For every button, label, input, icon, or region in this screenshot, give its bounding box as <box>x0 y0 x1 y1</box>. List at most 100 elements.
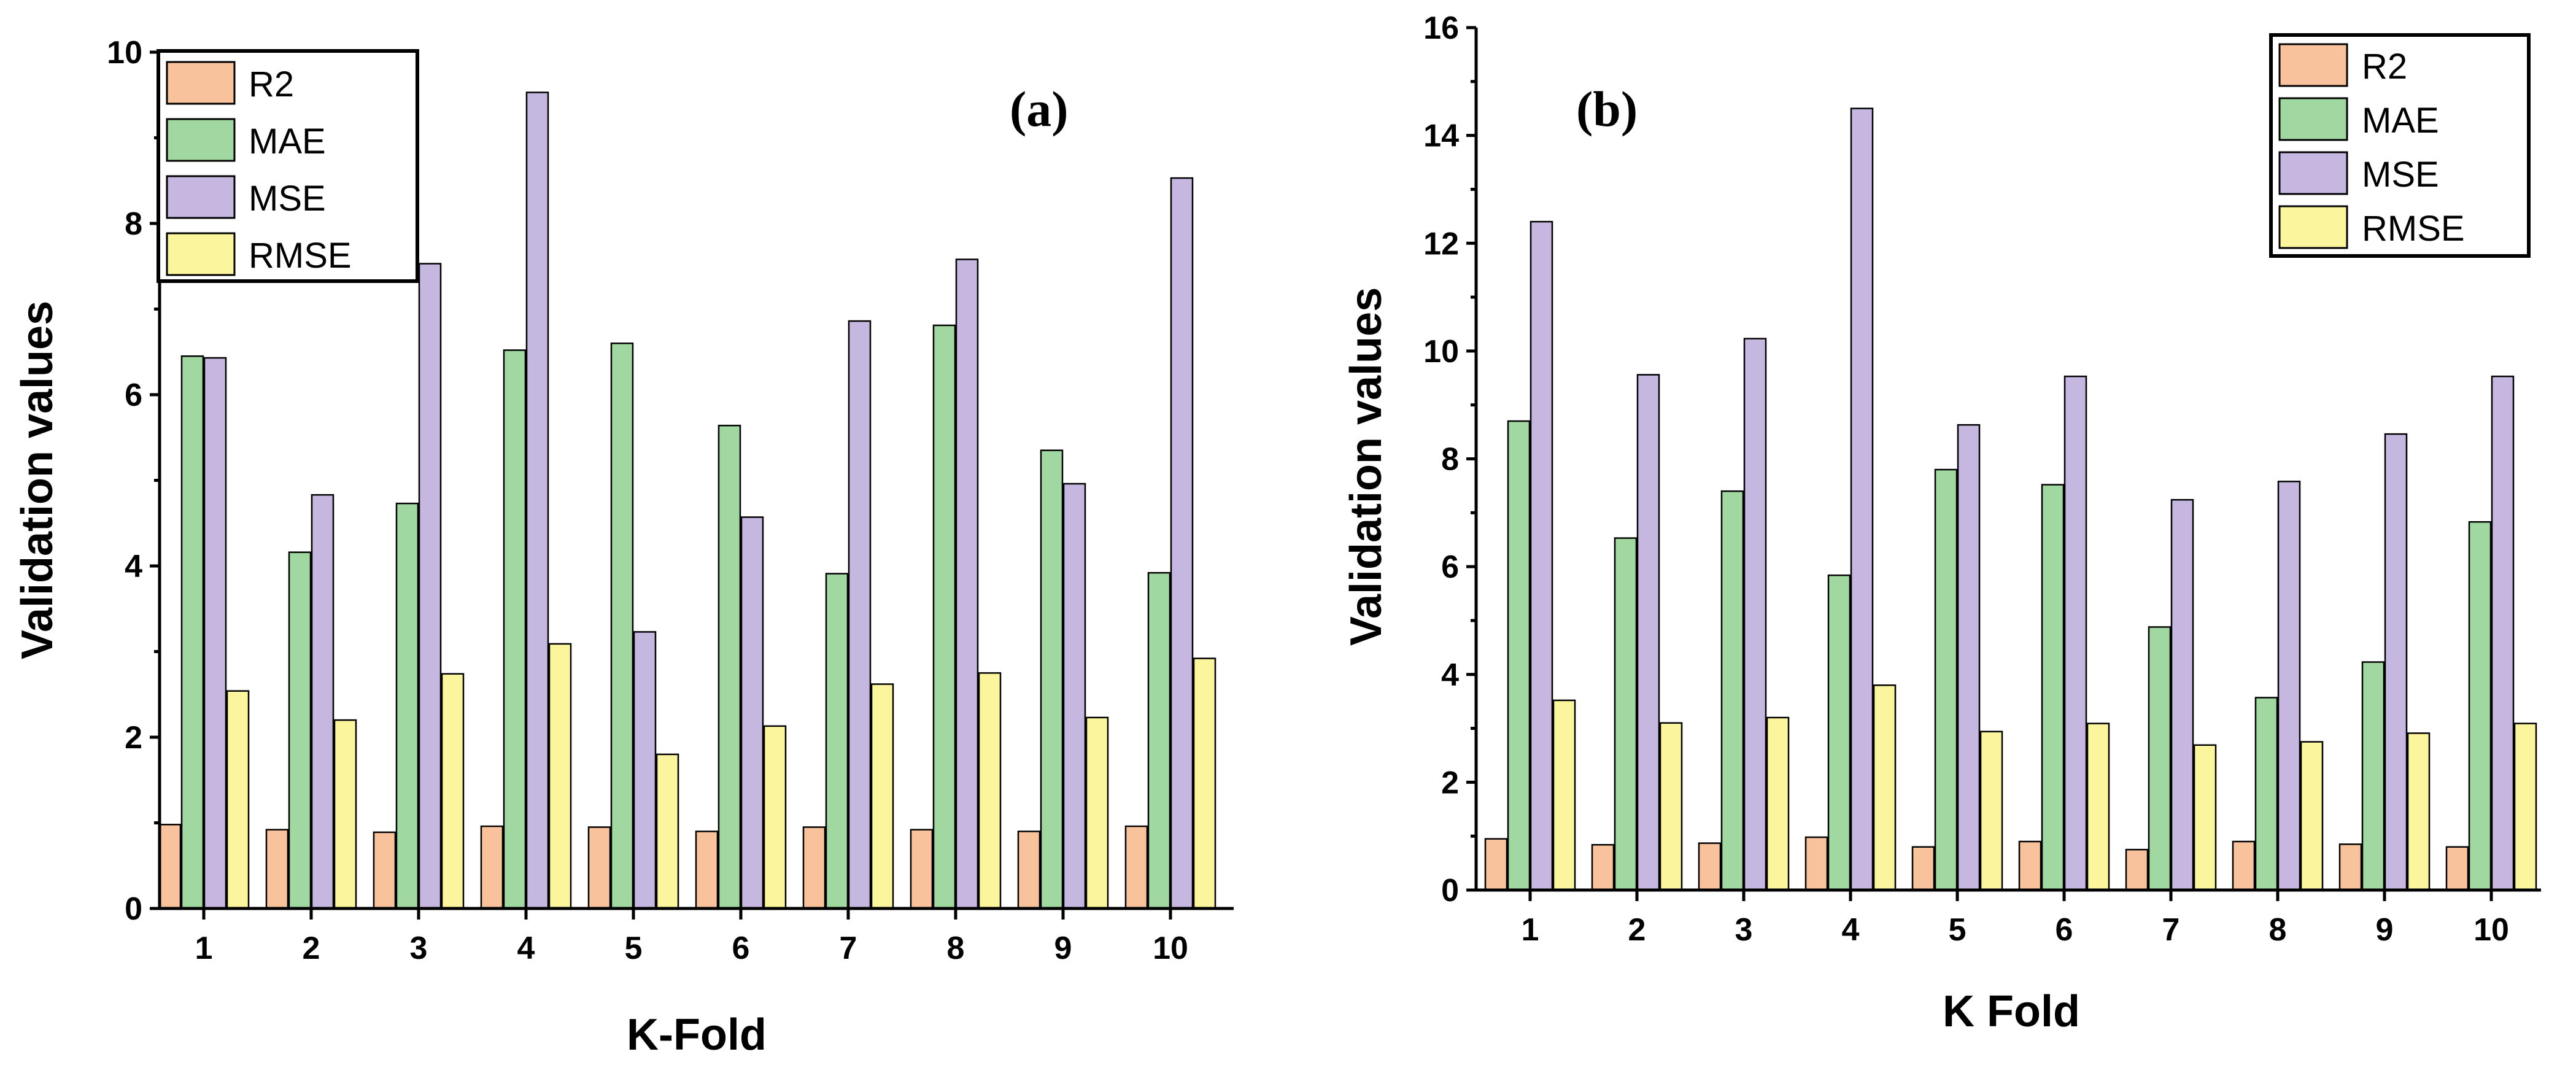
legend-swatch-mse <box>166 175 236 219</box>
x-ticks-b: 1 2 3 4 5 6 7 8 9 10 <box>1522 890 2509 948</box>
bar-a-fold3-rmse <box>441 673 465 910</box>
bar-b-fold8-r2 <box>2232 840 2256 891</box>
bar-b-fold9-mae <box>2361 661 2385 891</box>
bar-b-fold4-mae <box>1827 574 1851 891</box>
y-tick-label-a: 0 <box>125 891 142 927</box>
y-tick-label-b: 14 <box>1423 118 1459 154</box>
y-tick-label-b: 2 <box>1441 765 1459 800</box>
bar-b-fold2-mae <box>1614 537 1638 891</box>
bar-b-fold10-r2 <box>2445 846 2469 891</box>
x-tick-label-a: 7 <box>840 931 857 966</box>
bar-a-fold10-mse <box>1170 177 1194 910</box>
x-tick-label-a: 4 <box>517 931 535 966</box>
bar-a-fold7-rmse <box>870 683 894 910</box>
bar-b-fold2-r2 <box>1591 843 1615 891</box>
x-tick-label-b: 7 <box>2162 912 2180 948</box>
x-tick-label-a: 6 <box>732 931 750 966</box>
x-axis-title-b: K Fold <box>1943 987 2080 1036</box>
x-tick-label-a: 10 <box>1153 931 1188 966</box>
bar-a-fold7-mse <box>848 320 872 910</box>
bar-a-fold2-mse <box>311 494 335 910</box>
y-tick-label-b: 6 <box>1441 549 1459 585</box>
bar-b-fold10-mse <box>2491 375 2515 891</box>
legend-label-rmse: RMSE <box>249 236 352 276</box>
x-tick-label-b: 8 <box>2269 912 2287 948</box>
y-tick-label-b: 4 <box>1441 657 1459 693</box>
bar-a-fold8-r2 <box>910 829 934 910</box>
bar-a-fold8-mse <box>955 258 979 910</box>
x-tick-label-a: 9 <box>1054 931 1072 966</box>
legend-swatch-rmse <box>166 232 236 276</box>
legend-a: R2 MAE MSE RMSE <box>157 49 419 283</box>
y-tick-label-a: 6 <box>125 378 142 413</box>
y-tick-label-b: 0 <box>1441 873 1459 908</box>
x-tick-label-a: 1 <box>195 931 213 966</box>
y-tick-label-b: 10 <box>1423 334 1459 370</box>
x-tick-label-b: 4 <box>1842 912 1860 948</box>
bar-a-fold10-rmse <box>1193 657 1216 910</box>
x-tick-label-b: 2 <box>1628 912 1646 948</box>
bar-a-fold5-rmse <box>656 753 679 910</box>
bar-a-fold1-rmse <box>226 690 250 910</box>
x-tick-label-b: 6 <box>2056 912 2073 948</box>
bar-a-fold10-mae <box>1147 571 1171 910</box>
bar-a-fold9-mae <box>1040 449 1064 910</box>
panel-label-b: (b) <box>1576 81 1638 137</box>
legend-label-mae: MAE <box>249 122 326 161</box>
bar-b-fold6-mse <box>2064 375 2087 891</box>
y-axis-title-b: Validation values <box>1342 287 1391 646</box>
bar-a-fold8-mae <box>932 324 956 910</box>
x-tick-label-a: 2 <box>303 931 320 966</box>
bars-group-a <box>158 91 1216 910</box>
bar-b-fold9-rmse <box>2407 732 2431 891</box>
bar-a-fold2-r2 <box>265 829 289 910</box>
bar-a-fold10-r2 <box>1124 825 1148 910</box>
x-tick-label-b: 10 <box>2474 912 2509 948</box>
y-ticks-b: 0 2 4 6 8 10 12 14 16 <box>1423 10 1476 908</box>
bar-b-fold8-mae <box>2254 697 2278 891</box>
legend-swatch-r2 <box>2278 43 2348 87</box>
bar-a-fold4-rmse <box>548 643 572 910</box>
bar-b-fold1-mae <box>1507 420 1531 891</box>
bar-a-fold6-mse <box>740 516 764 910</box>
bar-b-fold5-mae <box>1934 468 1958 891</box>
bar-b-fold3-r2 <box>1698 842 1722 891</box>
bar-a-fold1-r2 <box>158 824 182 910</box>
bar-a-fold4-r2 <box>480 825 504 910</box>
y-tick-label-b: 12 <box>1423 226 1459 261</box>
bar-b-fold7-mae <box>2148 626 2172 891</box>
bar-b-fold2-rmse <box>1659 722 1683 891</box>
bar-b-fold1-mse <box>1530 220 1553 891</box>
x-tick-label-b: 3 <box>1735 912 1753 948</box>
bar-b-fold9-mse <box>2384 433 2408 891</box>
bar-b-fold3-mae <box>1720 490 1744 891</box>
bar-b-fold5-mse <box>1957 424 1981 891</box>
y-ticks-a: 0 2 4 6 8 10 <box>107 35 160 927</box>
bar-b-fold7-r2 <box>2125 848 2149 891</box>
bar-b-fold8-rmse <box>2300 741 2324 891</box>
bar-a-fold6-r2 <box>695 831 719 910</box>
bar-b-fold3-mse <box>1743 338 1767 891</box>
bar-b-fold6-mae <box>2041 484 2065 891</box>
bar-a-fold7-mae <box>825 573 849 910</box>
bar-a-fold6-mae <box>717 424 741 910</box>
bar-a-fold3-mse <box>418 263 442 910</box>
bar-b-fold6-r2 <box>2018 840 2042 891</box>
x-tick-label-a: 5 <box>625 931 643 966</box>
legend-swatch-r2 <box>166 61 236 105</box>
bar-b-fold2-mse <box>1636 374 1660 891</box>
legend-label-rmse: RMSE <box>2362 209 2465 249</box>
bar-a-fold2-mae <box>288 551 312 910</box>
legend-label-mse: MSE <box>249 179 326 219</box>
bar-a-fold1-mae <box>180 355 204 910</box>
bar-a-fold6-rmse <box>763 725 787 910</box>
bar-a-fold4-mae <box>503 349 527 910</box>
bar-a-fold5-r2 <box>587 826 611 910</box>
legend-label-mse: MSE <box>2362 155 2439 195</box>
y-axis-title-a: Validation values <box>13 301 62 659</box>
bar-b-fold5-rmse <box>1979 730 2003 891</box>
legend-label-r2: R2 <box>2362 47 2407 87</box>
